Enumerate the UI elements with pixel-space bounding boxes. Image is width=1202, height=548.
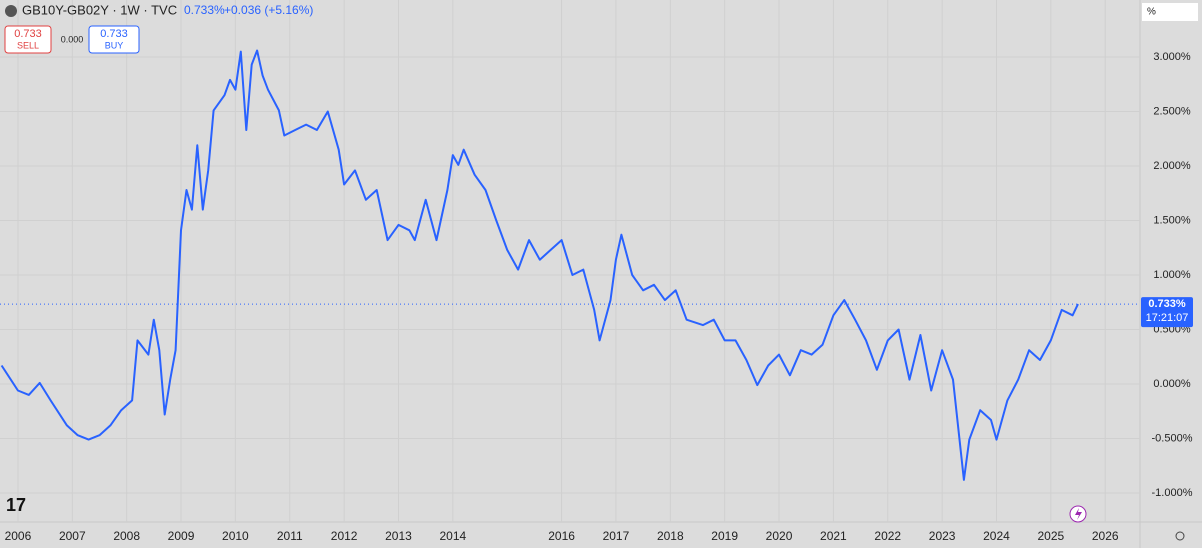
x-tick-label: 2009 bbox=[168, 529, 195, 543]
x-tick-label: 2014 bbox=[439, 529, 466, 543]
grid bbox=[0, 0, 1140, 522]
y-tick-label: -1.000% bbox=[1152, 487, 1193, 499]
x-tick-label: 2022 bbox=[874, 529, 901, 543]
sell-label: SELL bbox=[17, 40, 39, 50]
countdown: 17:21:07 bbox=[1146, 312, 1189, 324]
y-tick-label: 1.000% bbox=[1153, 269, 1191, 281]
change: +0.036 (+5.16%) bbox=[224, 3, 313, 17]
x-tick-label: 2018 bbox=[657, 529, 684, 543]
y-tick-label: -0.500% bbox=[1152, 432, 1193, 444]
x-tick-label: 2021 bbox=[820, 529, 847, 543]
y-tick-label: 2.500% bbox=[1153, 105, 1191, 117]
x-tick-label: 2011 bbox=[277, 529, 303, 543]
buy-price: 0.733 bbox=[100, 28, 128, 40]
symbol-icon bbox=[5, 5, 17, 17]
y-tick-label: 3.000% bbox=[1153, 51, 1191, 63]
unit-box[interactable] bbox=[1142, 3, 1198, 21]
buy-label: BUY bbox=[105, 40, 124, 50]
x-tick-label: 2025 bbox=[1037, 529, 1064, 543]
logo: 17 bbox=[6, 495, 26, 515]
y-tick-label: 0.000% bbox=[1153, 378, 1191, 390]
x-tick-label: 2016 bbox=[548, 529, 575, 543]
price-label-box bbox=[1141, 297, 1193, 328]
lightning-glyph bbox=[1075, 508, 1082, 520]
data-line bbox=[0, 49, 1079, 481]
y-tick-label: 1.500% bbox=[1153, 214, 1191, 226]
chart-title: GB10Y-GB02Y · 1W · TVC bbox=[22, 2, 177, 17]
y-tick-label: 2.000% bbox=[1153, 160, 1191, 172]
spread: 0.000 bbox=[61, 34, 84, 44]
x-tick-label: 2017 bbox=[603, 529, 630, 543]
x-tick-label: 2012 bbox=[331, 529, 358, 543]
x-tick-label: 2020 bbox=[766, 529, 793, 543]
x-tick-label: 2010 bbox=[222, 529, 249, 543]
x-tick-label: 2007 bbox=[59, 529, 86, 543]
x-tick-label: 2019 bbox=[711, 529, 738, 543]
last-value: 0.733% bbox=[184, 3, 225, 17]
x-tick-label: 2008 bbox=[113, 529, 140, 543]
sell-button[interactable] bbox=[4, 25, 52, 54]
buy-button[interactable] bbox=[88, 25, 140, 54]
settings-icon[interactable] bbox=[1175, 531, 1185, 541]
x-tick-label: 2006 bbox=[5, 529, 32, 543]
x-tick-label: 2023 bbox=[929, 529, 956, 543]
unit: % bbox=[1147, 7, 1156, 18]
price-label: 0.733% bbox=[1148, 298, 1186, 310]
x-tick-label: 2026 bbox=[1092, 529, 1119, 543]
x-tick-label: 2013 bbox=[385, 529, 412, 543]
x-tick-label: 2024 bbox=[983, 529, 1010, 543]
sell-price: 0.733 bbox=[14, 28, 42, 40]
